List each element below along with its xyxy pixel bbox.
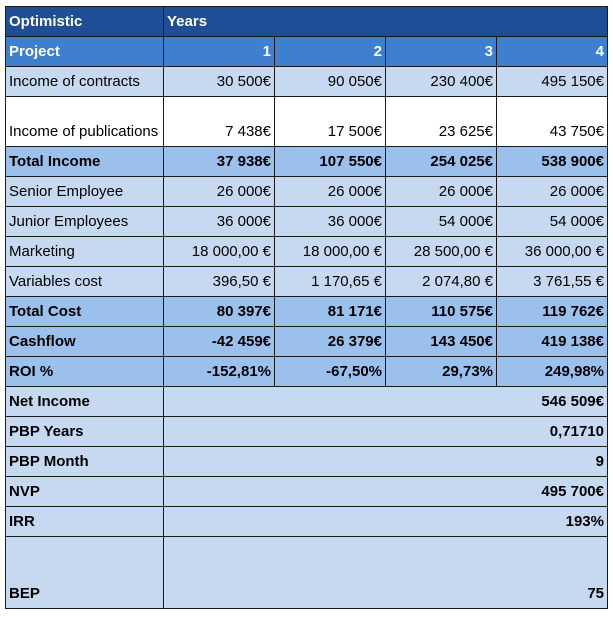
value-cell-year-4: 249,98%	[496, 356, 608, 387]
row-label: Senior Employee	[5, 176, 164, 207]
summary-row-irr: IRR 193%	[5, 506, 608, 537]
value-cell-year-3: 29,73%	[385, 356, 497, 387]
value-cell-year-1: -152,81%	[163, 356, 275, 387]
summary-label: PBP Years	[5, 416, 164, 447]
summary-row-bep: BEP 75	[5, 536, 608, 609]
row-total-cost: Total Cost 80 397€ 81 171€ 110 575€ 119 762€	[5, 296, 608, 327]
summary-label: NVP	[5, 476, 164, 507]
summary-value: 193%	[163, 506, 608, 537]
value-cell-year-3: 23 625€	[385, 96, 497, 147]
value-cell-year-3: 54 000€	[385, 206, 497, 237]
summary-row-net-income: Net Income 546 509€	[5, 386, 608, 417]
value-cell-year-4: 26 000€	[496, 176, 608, 207]
value-cell-year-3: 26 000€	[385, 176, 497, 207]
summary-value: 0,71710	[163, 416, 608, 447]
value-cell-year-1: 396,50 €	[163, 266, 275, 297]
summary-label: Net Income	[5, 386, 164, 417]
scenario-header-row: Optimistic Years	[5, 6, 608, 37]
row-roi: ROI % -152,81% -67,50% 29,73% 249,98%	[5, 356, 608, 387]
summary-label: PBP Month	[5, 446, 164, 477]
value-cell-year-2: 81 171€	[274, 296, 386, 327]
year-header-3: 3	[385, 36, 497, 67]
row-label: Cashflow	[5, 326, 164, 357]
value-cell-year-4: 538 900€	[496, 146, 608, 177]
summary-row-pbp-years: PBP Years 0,71710	[5, 416, 608, 447]
value-cell-year-2: -67,50%	[274, 356, 386, 387]
summary-value: 546 509€	[163, 386, 608, 417]
summary-value: 75	[163, 536, 608, 609]
value-cell-year-1: 26 000€	[163, 176, 275, 207]
scenario-label: Optimistic	[5, 6, 164, 37]
row-label: Variables cost	[5, 266, 164, 297]
value-cell-year-1: 80 397€	[163, 296, 275, 327]
value-cell-year-3: 143 450€	[385, 326, 497, 357]
row-variables-cost: Variables cost 396,50 €1 170,65 €2 074,80…	[5, 266, 608, 297]
row-label: Total Income	[5, 146, 164, 177]
value-cell-year-3: 230 400€	[385, 66, 497, 97]
value-cell-year-2: 26 379€	[274, 326, 386, 357]
value-cell-year-3: 110 575€	[385, 296, 497, 327]
row-cashflow: Cashflow -42 459€ 26 379€ 143 450€ 419 138€	[5, 326, 608, 357]
summary-label: BEP	[5, 536, 164, 609]
value-cell-year-4: 36 000,00 €	[496, 236, 608, 267]
value-cell-year-2: 17 500€	[274, 96, 386, 147]
row-marketing: Marketing 18 000,00 €18 000,00 €28 500,00…	[5, 236, 608, 267]
summary-value: 9	[163, 446, 608, 477]
summary-value: 495 700€	[163, 476, 608, 507]
value-cell-year-1: -42 459€	[163, 326, 275, 357]
value-cell-year-1: 18 000,00 €	[163, 236, 275, 267]
value-cell-year-2: 26 000€	[274, 176, 386, 207]
value-cell-year-1: 36 000€	[163, 206, 275, 237]
value-cell-year-2: 18 000,00 €	[274, 236, 386, 267]
value-cell-year-3: 28 500,00 €	[385, 236, 497, 267]
row-income-of-contracts: Income of contracts 30 500€ 90 050€ 230 400…	[5, 66, 608, 97]
value-cell-year-4: 495 150€	[496, 66, 608, 97]
value-cell-year-2: 90 050€	[274, 66, 386, 97]
value-cell-year-4: 54 000€	[496, 206, 608, 237]
value-cell-year-1: 7 438€	[163, 96, 275, 147]
row-label: Income of contracts	[5, 66, 164, 97]
row-label: Junior Employees	[5, 206, 164, 237]
financial-projection-table: Optimistic Years Project 1 2 3 4 Income …	[5, 6, 608, 609]
project-row: Project 1 2 3 4	[5, 36, 608, 67]
row-label: Marketing	[5, 236, 164, 267]
value-cell-year-2: 36 000€	[274, 206, 386, 237]
row-senior-employee: Senior Employee 26 000€ 26 000€ 26 000€ 26 0…	[5, 176, 608, 207]
row-total-income: Total Income 37 938€ 107 550€ 254 025€ 538 9…	[5, 146, 608, 177]
summary-row-pbp-month: PBP Month 9	[5, 446, 608, 477]
row-label: ROI %	[5, 356, 164, 387]
value-cell-year-4: 419 138€	[496, 326, 608, 357]
row-label: Income of publications	[5, 96, 164, 147]
value-cell-year-3: 2 074,80 €	[385, 266, 497, 297]
value-cell-year-1: 30 500€	[163, 66, 275, 97]
year-header-2: 2	[274, 36, 386, 67]
year-header-4: 4	[496, 36, 608, 67]
years-label: Years	[163, 6, 608, 37]
value-cell-year-1: 37 938€	[163, 146, 275, 177]
financial-table-container: Optimistic Years Project 1 2 3 4 Income …	[5, 6, 608, 609]
value-cell-year-2: 107 550€	[274, 146, 386, 177]
value-cell-year-4: 119 762€	[496, 296, 608, 327]
value-cell-year-3: 254 025€	[385, 146, 497, 177]
year-header-1: 1	[163, 36, 275, 67]
row-junior-employees: Junior Employees 36 000€ 36 000€ 54 000€ 54 …	[5, 206, 608, 237]
value-cell-year-4: 3 761,55 €	[496, 266, 608, 297]
summary-row-nvp: NVP 495 700€	[5, 476, 608, 507]
summary-label: IRR	[5, 506, 164, 537]
row-label: Total Cost	[5, 296, 164, 327]
value-cell-year-2: 1 170,65 €	[274, 266, 386, 297]
value-cell-year-4: 43 750€	[496, 96, 608, 147]
project-label: Project	[5, 36, 164, 67]
row-income-of-publications: Income of publications 7 438€ 17 500€ 23 62…	[5, 96, 608, 147]
